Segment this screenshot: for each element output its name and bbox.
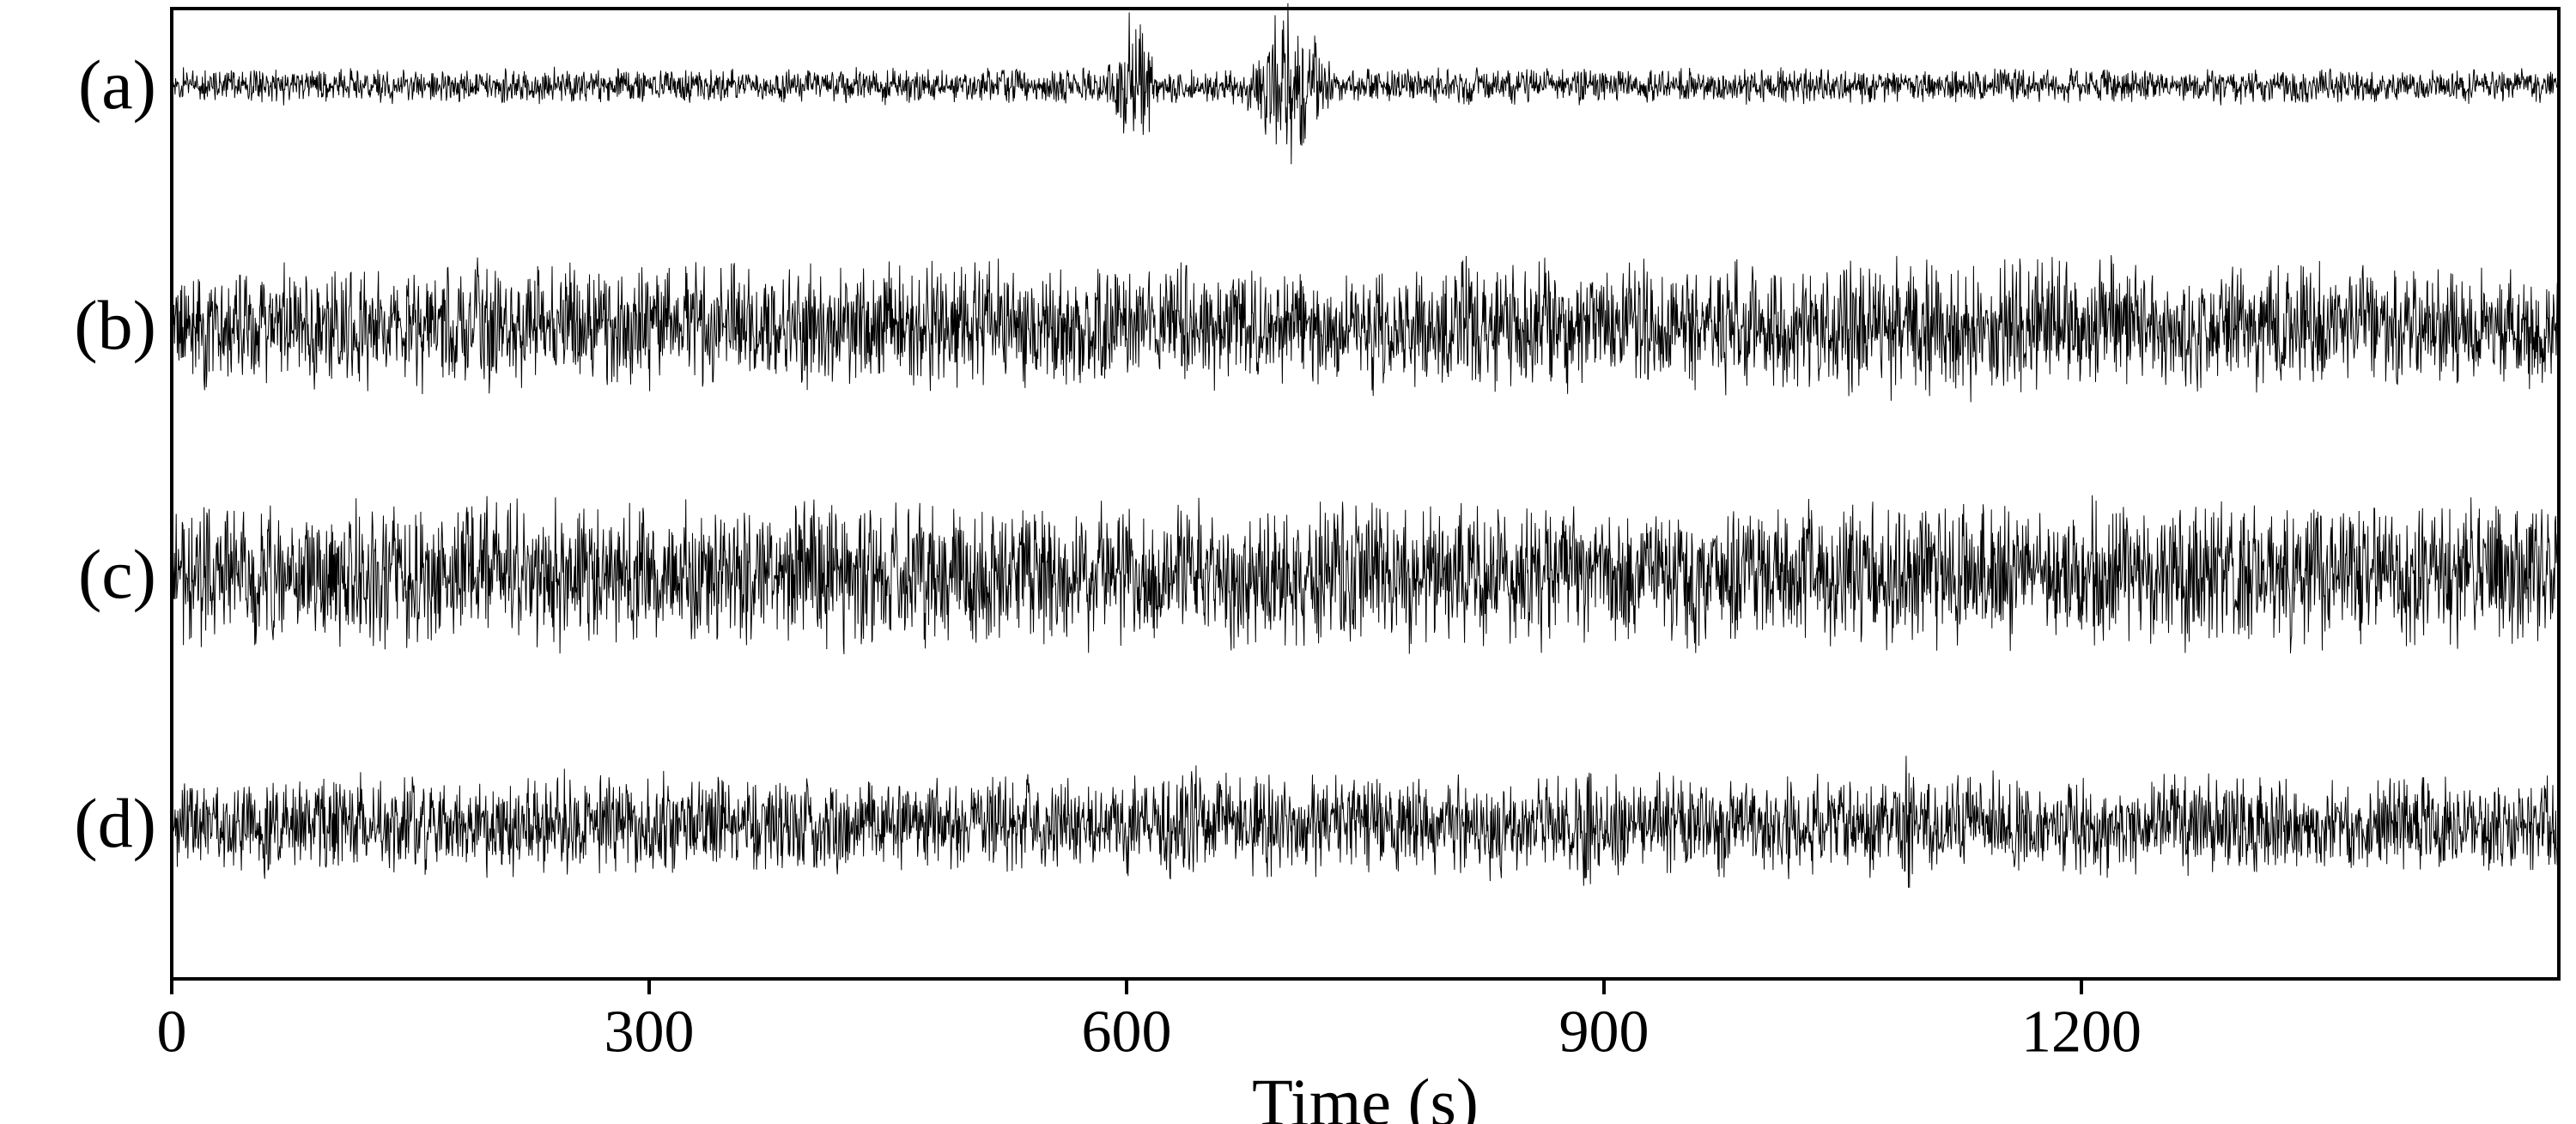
panel-label: (c) bbox=[78, 535, 156, 613]
x-tick-label: 300 bbox=[605, 999, 695, 1066]
x-tick-label: 600 bbox=[1082, 999, 1172, 1066]
panel-label: (d) bbox=[74, 784, 156, 862]
x-tick-label: 0 bbox=[157, 999, 187, 1066]
x-tick-label: 900 bbox=[1559, 999, 1649, 1066]
x-axis-label: Time (s) bbox=[1252, 1065, 1479, 1124]
x-tick-label: 1200 bbox=[2021, 999, 2142, 1066]
panel-label: (a) bbox=[78, 46, 156, 124]
signal-figure: 0 300 600 900 1200 Time (s) (a) (b) (c) (d) bbox=[0, 0, 2576, 1124]
panel-label: (b) bbox=[74, 286, 156, 364]
